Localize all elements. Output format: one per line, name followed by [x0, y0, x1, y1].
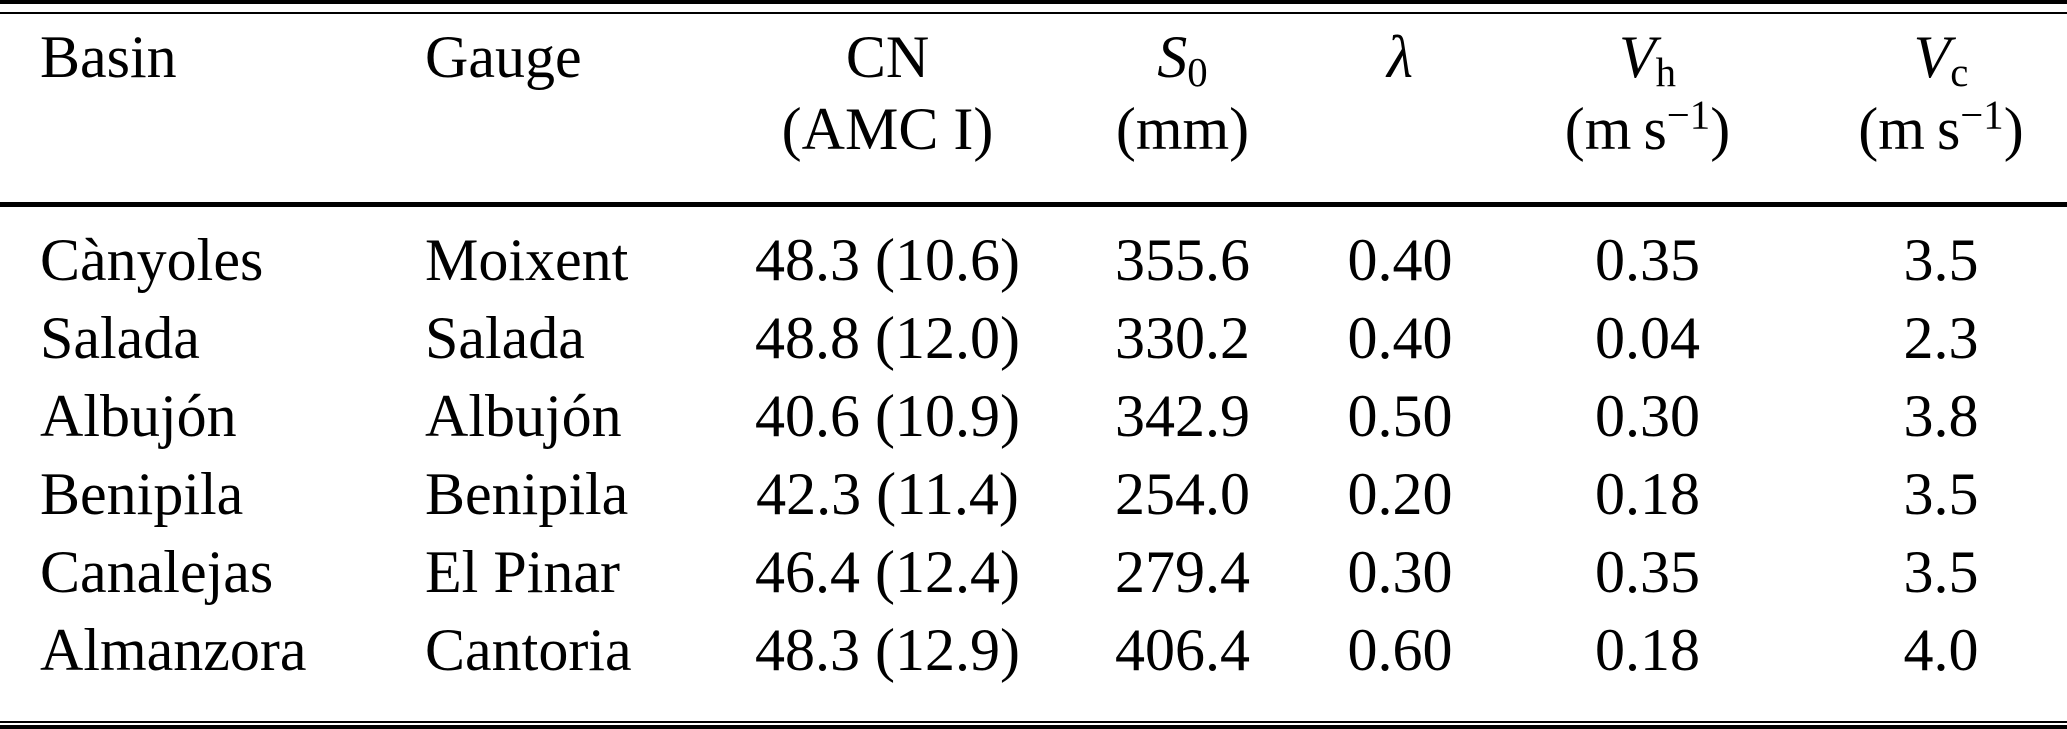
cell-cn-amc1: 40.6 (10.9)	[755, 382, 1020, 449]
cell-gauge: Benipila	[425, 460, 629, 527]
cell-cn-amc1: 48.8 (12.0)	[755, 304, 1020, 371]
cell-vh: 0.35	[1595, 538, 1700, 605]
table-row: Cànyoles Moixent 48.3 (10.6) 355.6 0.40 0.35 3…	[0, 205, 2067, 300]
cell-vc: 3.5	[1903, 460, 1979, 527]
header-text-part: h	[1655, 49, 1677, 95]
column-header-basin: Basin	[0, 14, 420, 207]
header-text-part: V	[1618, 24, 1656, 90]
header-text-part: Gauge	[425, 24, 582, 90]
cell-basin: Canalejas	[40, 538, 274, 605]
header-text-part: S	[1157, 24, 1188, 90]
column-header-symbol: CN	[730, 20, 1045, 94]
header-text-part: Basin	[40, 24, 177, 90]
column-header-symbol: Basin	[40, 20, 420, 94]
column-header-gauge: Gauge	[420, 14, 730, 207]
header-text-part: 0	[1187, 49, 1208, 95]
table-top-rule-inner	[0, 12, 2067, 14]
table-row: Benipila Benipila 42.3 (11.4) 254.0 0.20 0.18…	[0, 455, 2067, 533]
cell-vc: 2.3	[1903, 304, 1979, 371]
cell-lambda: 0.60	[1347, 616, 1453, 683]
cell-s0: 355.6	[1115, 226, 1250, 293]
table-bottom-rule-outer	[0, 725, 2067, 729]
cell-gauge: Cantoria	[425, 616, 632, 683]
column-header-symbol: Vc	[1815, 20, 2067, 94]
cell-gauge: Moixent	[425, 226, 629, 293]
header-text-part: (m s	[1564, 96, 1667, 162]
cell-vh: 0.18	[1595, 460, 1700, 527]
cell-basin: Cànyoles	[40, 226, 264, 293]
cell-vc: 3.8	[1903, 382, 1979, 449]
cell-lambda: 0.40	[1347, 304, 1453, 371]
cell-basin: Albujón	[40, 382, 237, 449]
parameters-table: Basin Gauge CN (AMC I) S0 (mm) λ Vh (m s−1) Vc (m …	[0, 14, 2067, 689]
cell-lambda: 0.40	[1347, 226, 1453, 293]
column-header-cn-amc1: CN (AMC I)	[730, 14, 1045, 207]
cell-s0: 254.0	[1115, 460, 1250, 527]
cell-cn-amc1: 48.3 (10.6)	[755, 226, 1020, 293]
cell-basin: Benipila	[40, 460, 244, 527]
table-row: Canalejas El Pinar 46.4 (12.4) 279.4 0.30 0.3…	[0, 533, 2067, 611]
column-header-symbol: λ	[1320, 20, 1480, 94]
column-header-lambda: λ	[1320, 14, 1480, 207]
header-text-part: )	[2003, 96, 2024, 162]
header-text-part: V	[1913, 24, 1951, 90]
cell-vh: 0.04	[1595, 304, 1700, 371]
header-text-part: c	[1950, 49, 1969, 95]
cell-vc: 3.5	[1903, 538, 1979, 605]
header-text-part: CN	[845, 24, 930, 90]
table-row: Almanzora Cantoria 48.3 (12.9) 406.4 0.60 0.1…	[0, 611, 2067, 689]
cell-lambda: 0.50	[1347, 382, 1453, 449]
cell-vh: 0.30	[1595, 382, 1700, 449]
column-header-symbol: Gauge	[425, 20, 730, 94]
cell-cn-amc1: 48.3 (12.9)	[755, 616, 1020, 683]
column-header-symbol: Vh	[1480, 20, 1815, 94]
column-header-s0: S0 (mm)	[1045, 14, 1320, 207]
cell-vc: 4.0	[1903, 616, 1979, 683]
cell-vh: 0.18	[1595, 616, 1700, 683]
table-bottom-rules	[0, 721, 2067, 729]
header-text-part: −1	[1960, 92, 2004, 138]
column-header-units: (AMC I)	[730, 94, 1045, 164]
column-header-units: (m s−1)	[1815, 94, 2067, 164]
header-text-part: (mm)	[1115, 96, 1250, 162]
cell-s0: 279.4	[1115, 538, 1250, 605]
cell-basin: Salada	[40, 304, 200, 371]
cell-lambda: 0.30	[1347, 538, 1453, 605]
column-header-vh: Vh (m s−1)	[1480, 14, 1815, 207]
cell-gauge: Salada	[425, 304, 585, 371]
cell-basin: Almanzora	[40, 616, 307, 683]
cell-gauge: El Pinar	[425, 538, 620, 605]
table-bottom-rule-inner	[0, 721, 2067, 723]
column-header-units: (m s−1)	[1480, 94, 1815, 164]
cell-cn-amc1: 42.3 (11.4)	[756, 460, 1019, 527]
column-header-symbol: S0	[1045, 20, 1320, 94]
column-header-vc: Vc (m s−1)	[1815, 14, 2067, 207]
table-header-row: Basin Gauge CN (AMC I) S0 (mm) λ Vh (m s−1) Vc (m …	[0, 14, 2067, 207]
cell-s0: 406.4	[1115, 616, 1250, 683]
cell-cn-amc1: 46.4 (12.4)	[755, 538, 1020, 605]
top-rule-gap	[0, 4, 2067, 12]
cell-gauge: Albujón	[425, 382, 622, 449]
header-text-part: (m s	[1858, 96, 1961, 162]
cell-s0: 342.9	[1115, 382, 1250, 449]
column-header-units: (mm)	[1045, 94, 1320, 164]
table-top-rule-outer	[0, 0, 2067, 4]
header-text-part: (AMC I)	[781, 96, 994, 162]
cell-lambda: 0.20	[1347, 460, 1453, 527]
header-text-part: −1	[1666, 92, 1711, 138]
cell-s0: 330.2	[1115, 304, 1250, 371]
header-text-part: )	[1710, 96, 1731, 162]
header-text-part: λ	[1387, 24, 1413, 90]
table-row: Salada Salada 48.8 (12.0) 330.2 0.40 0.04 2.3	[0, 299, 2067, 377]
cell-vh: 0.35	[1595, 226, 1700, 293]
cell-vc: 3.5	[1903, 226, 1979, 293]
table-row: Albujón Albujón 40.6 (10.9) 342.9 0.50 0.30 3.…	[0, 377, 2067, 455]
